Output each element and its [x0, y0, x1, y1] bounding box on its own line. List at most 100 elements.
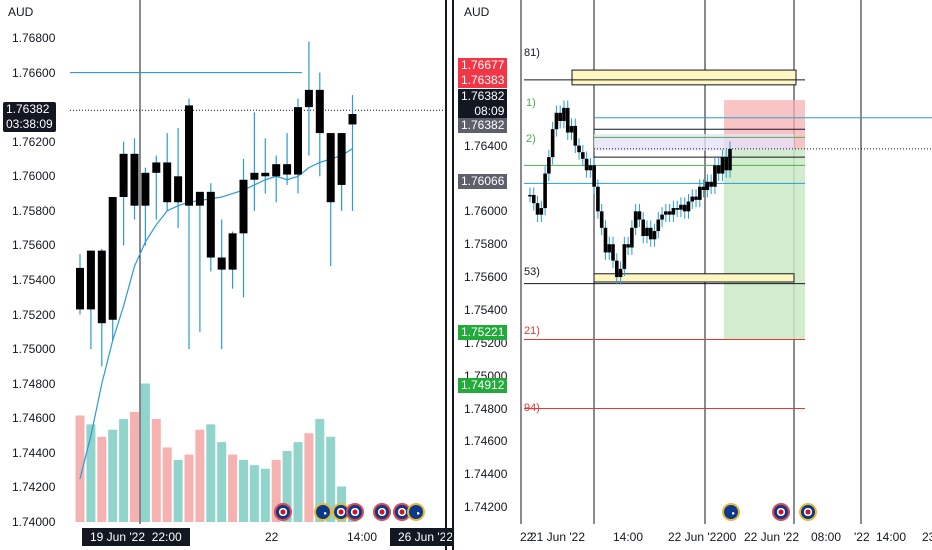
low-price-tag: 1.76066 [458, 174, 508, 189]
volume-bar [293, 442, 303, 522]
candle-body [239, 179, 248, 234]
level-81-label: 81) [524, 47, 540, 59]
left-chart-svg[interactable] [0, 0, 445, 524]
left-ytick: 1.74600 [12, 411, 56, 426]
candle-body [716, 165, 721, 174]
right-xtick-5: 22 Jun '22 [744, 530, 800, 544]
left-crosshair-date-text: 19 Jun '22 [90, 530, 146, 544]
left-ytick: 1.76000 [12, 169, 56, 184]
candle-body [701, 186, 706, 190]
right-xtick-8: 14:00 [876, 530, 907, 544]
candle-body [660, 214, 664, 220]
entry-tag: 1.76383 [458, 73, 508, 88]
candle-body [348, 114, 357, 125]
au-flag-icon[interactable] [407, 503, 425, 521]
candle-body [581, 152, 585, 159]
supply-zone [571, 69, 797, 86]
right-ytick: 1.74400 [464, 467, 508, 482]
left-crosshair-time-text: 22:00 [151, 530, 182, 544]
candle-body [185, 105, 193, 206]
candle-body [547, 157, 551, 174]
right-xtick-4: 00 [723, 530, 737, 544]
current-price-value: 1.76382 [461, 89, 505, 103]
candle-body [152, 162, 161, 173]
right-xtick-0: 22 [520, 530, 534, 544]
candle-body [206, 191, 215, 258]
volume-bar [206, 424, 216, 522]
volume-bar [326, 436, 336, 522]
gb-flag-icon[interactable] [799, 503, 817, 521]
left-crosshair-date: 19 Jun '22 22:00 [82, 528, 190, 546]
left-ytick: 1.74800 [12, 376, 56, 391]
gb-flag-icon[interactable] [346, 503, 364, 521]
right-time-axis[interactable]: 22 21 Jun '22 14:00 22 Jun '22 00 22 Jun… [520, 524, 932, 550]
candle-body [228, 233, 237, 270]
target-tag-2: 1.74912 [458, 378, 508, 393]
candle-body [682, 204, 687, 212]
right-ytick: 1.74200 [464, 500, 508, 515]
volume-bar [184, 454, 194, 522]
candle-body [724, 157, 729, 171]
right-ytick: 1.74800 [464, 401, 508, 416]
crosshair-price-tag: 1.76382 [458, 118, 508, 133]
candle-body [709, 181, 713, 187]
candle-body [130, 153, 139, 206]
volume-bar [86, 424, 96, 522]
candle-body [622, 244, 627, 269]
candle-body [195, 191, 204, 206]
pane-divider[interactable] [445, 0, 447, 550]
right-chart-svg[interactable] [454, 0, 932, 524]
gb-flag-icon[interactable] [274, 503, 292, 521]
volume-bar [140, 383, 150, 522]
candle-body [535, 203, 540, 215]
candle-body [565, 107, 570, 133]
candle-body [720, 157, 725, 174]
left-ytick: 1.74200 [12, 480, 56, 495]
candle-body [728, 148, 732, 171]
level-21-label: 21) [524, 325, 540, 337]
left-ytick: 1.74400 [12, 445, 56, 460]
candle-body [569, 125, 574, 133]
right-xtick-6: 08:00 [811, 530, 842, 544]
candle-body [584, 158, 589, 171]
level-2-label: 2) [526, 133, 536, 145]
candle-body [667, 211, 672, 215]
candle-body [326, 133, 335, 203]
right-event-flags [722, 503, 832, 523]
candle-body [652, 231, 657, 240]
left-chart-pane[interactable]: AUD 1.768001.766001.764001.762001.760001… [0, 0, 462, 550]
candle-body [637, 211, 642, 220]
candle-body [664, 211, 668, 215]
level-1-label: 1) [526, 97, 536, 109]
volume-bar [304, 433, 314, 522]
right-xtick-2: 14:00 [613, 530, 644, 544]
candle-body [531, 194, 536, 204]
gb-flag-icon[interactable] [373, 503, 391, 521]
volume-bar [239, 459, 248, 522]
left-ytick: 1.75000 [12, 342, 56, 357]
candle-body [626, 244, 630, 248]
gb-flag-icon[interactable] [772, 503, 790, 521]
right-chart-pane[interactable]: AUD 1.768001.766001.764001.762001.760001… [454, 0, 932, 550]
au-flag-icon[interactable] [722, 503, 740, 521]
candle-body [611, 244, 615, 261]
volume-bar [119, 419, 129, 522]
level-94-label: 94) [524, 402, 540, 414]
candle-body [76, 267, 84, 310]
candle-body [645, 227, 649, 236]
candle-body [250, 172, 259, 180]
candle-body [141, 172, 150, 206]
volume-bar [108, 429, 118, 522]
candle-body [315, 89, 324, 134]
left-ytick: 1.75800 [12, 203, 56, 218]
right-ytick: 1.76400 [464, 138, 508, 153]
left-ytick: 1.75600 [12, 238, 56, 253]
left-time-axis[interactable]: 19 Jun '22 22:00 22 14:00 26 Jun '22 [70, 524, 462, 550]
pane-divider-inner [452, 0, 454, 550]
candle-body [528, 194, 532, 197]
au-flag-icon[interactable] [314, 503, 332, 521]
candle-body [592, 165, 596, 187]
right-ytick: 1.75800 [464, 237, 508, 252]
right-xtick-9: 23 [922, 530, 932, 544]
left-price-axis[interactable]: 1.768001.766001.764001.762001.760001.758… [0, 0, 70, 529]
